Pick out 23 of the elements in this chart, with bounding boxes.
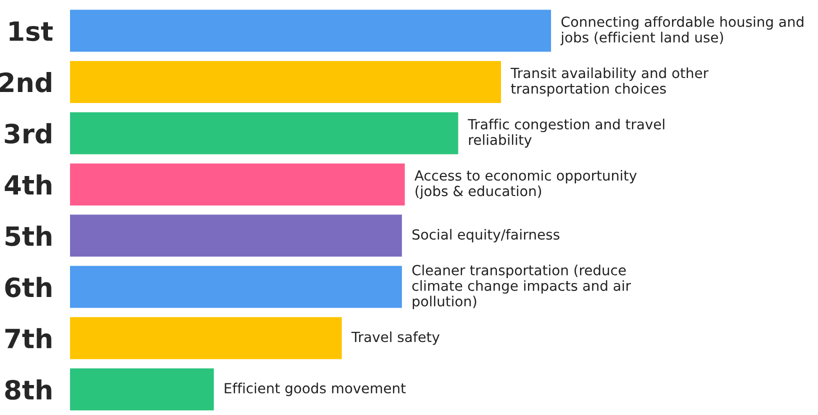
y-tick-label: 1st [10, 22, 53, 42]
bar [70, 368, 214, 410]
bar [70, 60, 502, 103]
annotation: Access to economic opportunity (jobs & education) [414, 170, 637, 199]
y-tick-label: 6th [5, 276, 52, 298]
bar [70, 317, 342, 360]
annotation: Social equity/fairness [412, 228, 560, 242]
annotation: Traffic congestion and travel reliability [468, 118, 664, 148]
y-tick-label: 5th [6, 226, 52, 246]
y-tick-label: 3rd [4, 123, 52, 144]
y-tick-label: 8th [5, 379, 52, 400]
bar [70, 163, 405, 206]
bar [70, 266, 402, 308]
bar [70, 10, 552, 52]
bar [70, 112, 458, 154]
y-tick-label: 7th [5, 328, 52, 348]
y-tick-label: 4th [4, 174, 52, 194]
annotation: Efficient goods movement [224, 382, 406, 396]
annotation: Transit availability and other transportation choices [510, 67, 709, 96]
annotation: Cleaner transportation (reduce climate change impacts and air pollution) [412, 264, 631, 310]
bar [70, 214, 402, 257]
annotation: Travel safety [351, 331, 440, 345]
annotation: Connecting affordable housing and jobs (efficient land use) [560, 16, 804, 46]
